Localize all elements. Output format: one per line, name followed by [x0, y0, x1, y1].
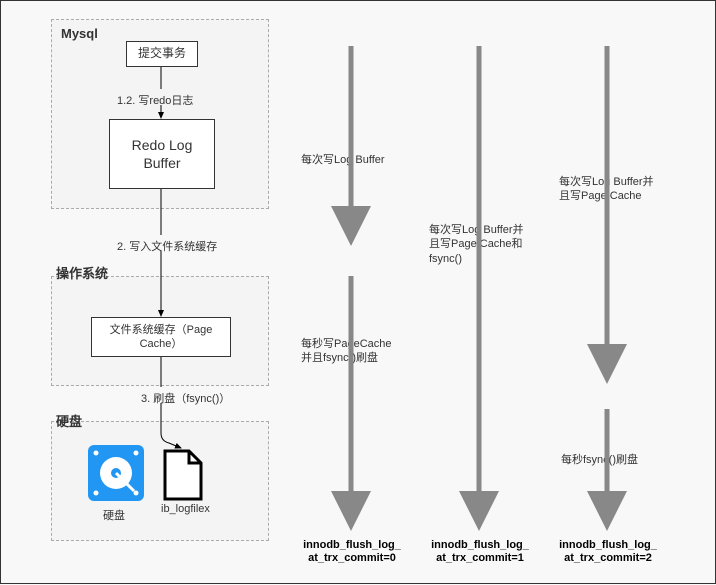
lane2-footer: innodb_flush_log_ at_trx_commit=2	[553, 539, 663, 565]
lane1-label: 每次写Log Buffer并 且写Page Cache和 fsync()	[429, 223, 524, 266]
edge3-label: 3. 刷盘（fsync()）	[141, 390, 230, 406]
file-caption: ib_logfilex	[161, 503, 210, 515]
redo-buffer-label: Redo Log Buffer	[132, 136, 193, 172]
disk-section	[51, 421, 269, 541]
mysql-title: Mysql	[61, 26, 98, 41]
page-cache-label: 文件系统缓存（Page Cache）	[110, 323, 213, 352]
disk-caption: 硬盘	[103, 507, 125, 523]
commit-label: 提交事务	[138, 46, 186, 62]
lane2-bottom-label: 每秒fsync()刷盘	[561, 451, 638, 467]
lane0-bottom-label: 每秒写PageCache 并且fsync()刷盘	[301, 337, 392, 366]
edge2-label: 2. 写入文件系统缓存	[117, 238, 217, 254]
lane0-top-label: 每次写Log Buffer	[301, 151, 385, 167]
page-cache-node: 文件系统缓存（Page Cache）	[91, 317, 231, 357]
lane0-footer: innodb_flush_log_ at_trx_commit=0	[297, 539, 407, 565]
os-title: 操作系统	[56, 263, 108, 282]
disk-title: 硬盘	[56, 411, 82, 430]
commit-node: 提交事务	[126, 41, 198, 67]
hard-disk-icon	[86, 443, 146, 503]
file-icon	[161, 449, 205, 506]
lane2-top-label: 每次写Log Buffer并 且写Page Cache	[559, 175, 654, 204]
lane1-footer: innodb_flush_log_ at_trx_commit=1	[425, 539, 535, 565]
edge1-label: 1.2. 写redo日志	[117, 92, 193, 108]
redo-buffer-node: Redo Log Buffer	[109, 119, 215, 189]
